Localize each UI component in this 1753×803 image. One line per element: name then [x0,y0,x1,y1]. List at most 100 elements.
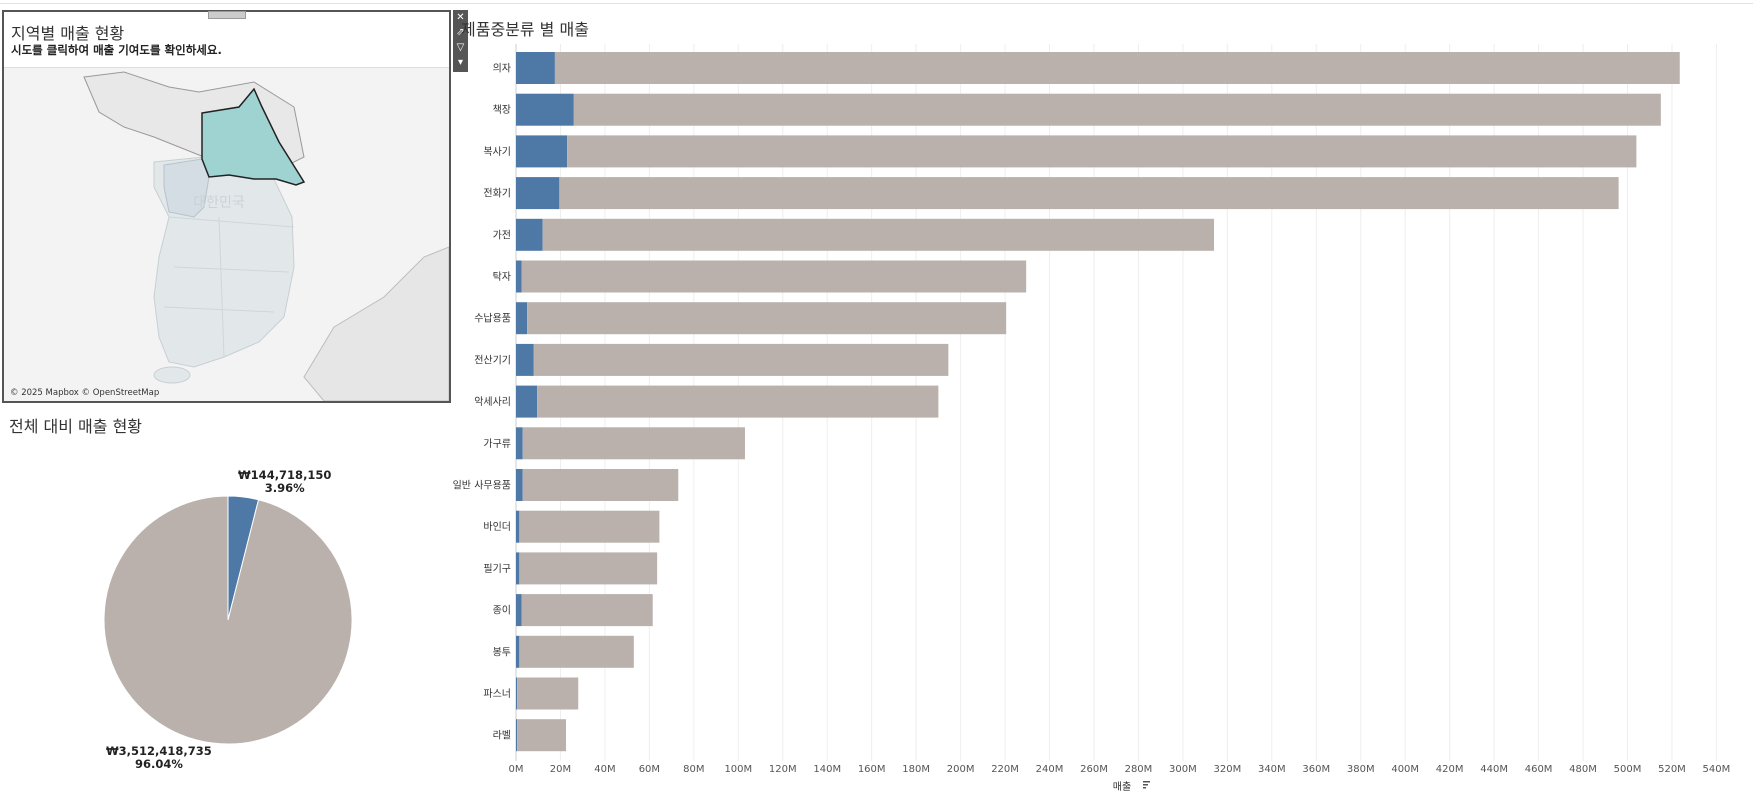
bar-segment-16-0[interactable] [516,719,518,752]
chevron-down-icon[interactable]: ▾ [457,57,464,68]
category-label: 가구류 [483,438,511,450]
category-label: 의자 [493,63,511,75]
bar-segment-0-0[interactable] [516,52,555,84]
japan-shape [303,246,449,401]
category-label: 바인더 [483,521,511,533]
x-tick-label: 240M [1036,764,1064,775]
bar-segment-10-1[interactable] [522,469,679,501]
map-title: 지역별 매출 현황 [11,24,125,43]
bar-segment-4-0[interactable] [516,218,543,251]
x-tick-label: 100M [724,764,752,775]
category-label: 책장 [493,104,511,116]
bar-segment-8-0[interactable] [516,385,538,418]
category-label: 라벨 [493,730,511,742]
bar-segment-5-1[interactable] [521,260,1027,293]
x-tick-label: 460M [1525,764,1553,775]
bar-segment-10-0[interactable] [516,469,523,501]
pie-title: 전체 대비 매출 현황 [9,417,143,436]
bar-segment-14-0[interactable] [516,635,520,668]
x-tick-label: 500M [1614,764,1642,775]
bar-chart-title: 제품중분류 별 매출 [461,20,589,39]
bar-segment-6-0[interactable] [516,302,528,335]
category-label: 봉투 [493,646,511,658]
bar-segment-15-0[interactable] [516,677,518,710]
bar-segment-8-1[interactable] [537,385,939,418]
pie-selected-pct: 3.96% [264,481,305,495]
panel-toolbar: ✕ ⇗ ▽ ▾ [453,10,468,72]
bar-segment-13-1[interactable] [521,594,653,627]
pie-selected-value: ₩144,718,150 [238,468,332,482]
bar-segment-2-0[interactable] [516,135,568,168]
pie-rest-label: ₩3,512,418,735 96.04% [106,745,212,771]
category-label: 수납용품 [474,313,511,325]
bar-segment-7-1[interactable] [533,343,949,376]
region-map-panel[interactable]: 대한민국 지역별 매출 현황 시도를 클릭하여 매출 기여도를 확인하세요. ©… [2,10,451,403]
bar-segment-9-1[interactable] [522,427,745,460]
map-header: 지역별 매출 현황 시도를 클릭하여 매출 기여도를 확인하세요. [4,12,449,68]
x-tick-label: 180M [902,764,930,775]
top-border [0,0,1753,4]
category-label: 악세사리 [474,396,511,408]
x-tick-label: 340M [1258,764,1286,775]
x-tick-label: 40M [594,764,615,775]
bar-segment-13-0[interactable] [516,594,522,627]
x-tick-label: 140M [813,764,841,775]
x-tick-label: 120M [769,764,797,775]
bar-segment-3-0[interactable] [516,177,560,210]
category-label: 전화기 [483,188,511,200]
bar-segment-11-0[interactable] [516,510,520,543]
bar-segment-16-1[interactable] [517,719,567,752]
map-credit[interactable]: © 2025 Mapbox © OpenStreetMap [10,388,160,398]
region-map[interactable]: 대한민국 [4,67,449,401]
sort-icon[interactable] [1143,781,1150,789]
x-tick-label: 200M [947,764,975,775]
export-icon[interactable]: ⇗ [456,27,465,38]
x-tick-label: 360M [1302,764,1330,775]
pie-rest-value: ₩3,512,418,735 [106,744,212,758]
share-pie-chart[interactable] [0,423,440,803]
x-tick-label: 220M [991,764,1019,775]
x-tick-label: 300M [1169,764,1197,775]
category-label: 탁자 [493,271,511,283]
category-label: 가전 [493,229,511,241]
x-tick-label: 380M [1347,764,1375,775]
category-label: 필기구 [483,563,511,575]
filter-icon[interactable]: ▽ [456,42,465,53]
bar-segment-11-1[interactable] [519,510,660,543]
bar-segment-12-0[interactable] [516,552,520,585]
category-label: 종이 [493,605,511,617]
x-tick-label: 280M [1125,764,1153,775]
jeju-shape[interactable] [153,366,191,384]
bar-segment-15-1[interactable] [517,677,579,710]
category-label: 전산기기 [474,354,511,366]
x-tick-label: 520M [1658,764,1686,775]
bar-segment-1-0[interactable] [516,93,574,126]
x-tick-label: 160M [858,764,886,775]
x-tick-label: 540M [1703,764,1731,775]
x-tick-label: 320M [1214,764,1242,775]
pie-slice-1[interactable] [103,495,353,745]
bar-segment-4-1[interactable] [542,218,1215,251]
x-tick-label: 260M [1080,764,1108,775]
bar-segment-14-1[interactable] [519,635,634,668]
drag-handle[interactable] [208,11,246,19]
x-tick-label: 20M [550,764,571,775]
category-label: 파스너 [483,688,511,700]
bar-segment-5-0[interactable] [516,260,522,293]
gangwon-shape[interactable] [201,87,306,186]
x-tick-label: 80M [683,764,704,775]
map-subtitle: 시도를 클릭하여 매출 기여도를 확인하세요. [11,43,222,57]
close-icon[interactable]: ✕ [456,12,465,23]
bar-segment-12-1[interactable] [519,552,658,585]
category-label: 일반 사무용품 [453,480,511,492]
bar-segment-6-1[interactable] [527,302,1007,335]
bar-segment-0-1[interactable] [554,52,1680,84]
bar-segment-2-1[interactable] [567,135,1637,168]
map-country-label: 대한민국 [193,195,245,211]
pie-selected-label: ₩144,718,150 3.96% [238,469,331,495]
bar-segment-1-1[interactable] [573,93,1661,126]
x-tick-label: 60M [639,764,660,775]
bar-segment-9-0[interactable] [516,427,523,460]
bar-segment-3-1[interactable] [559,177,1619,210]
bar-segment-7-0[interactable] [516,343,534,376]
